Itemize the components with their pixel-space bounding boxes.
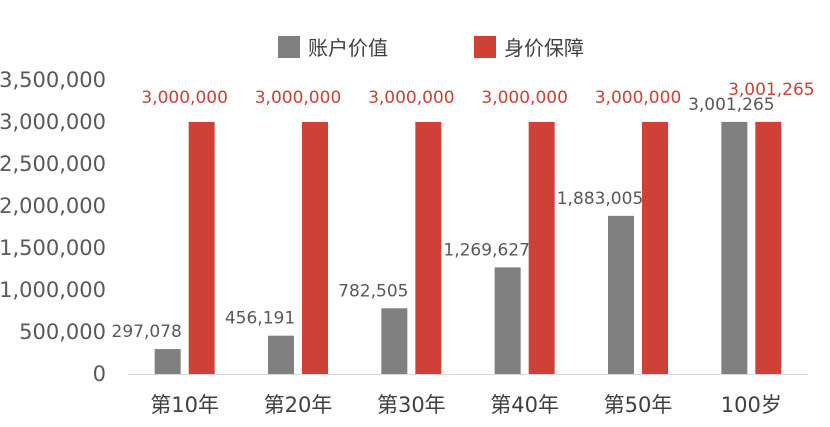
x-tick-label: 第50年 bbox=[604, 393, 673, 417]
bar-account-value-2 bbox=[381, 308, 408, 374]
data-label-protection-1: 3,000,000 bbox=[255, 88, 342, 108]
legend-swatch-0 bbox=[278, 36, 300, 58]
legend-label-0: 账户价值 bbox=[308, 36, 388, 60]
bar-account-value-3 bbox=[494, 267, 521, 374]
y-tick-label: 1,500,000 bbox=[0, 236, 106, 260]
bar-account-value-0 bbox=[154, 349, 181, 374]
x-tick-label: 第20年 bbox=[264, 393, 333, 417]
x-tick-label: 第10年 bbox=[150, 393, 219, 417]
bar-account-value-1 bbox=[268, 335, 294, 374]
bar-protection-3 bbox=[528, 122, 555, 374]
x-tick-label: 100岁 bbox=[721, 393, 782, 417]
y-tick-label: 500,000 bbox=[19, 320, 106, 344]
bar-protection-4 bbox=[642, 122, 668, 374]
bar-protection-2 bbox=[415, 122, 442, 374]
data-label-account-value-0: 297,078 bbox=[112, 322, 182, 342]
data-label-account-value-2: 782,505 bbox=[338, 281, 408, 301]
data-label-protection-2: 3,000,000 bbox=[368, 88, 455, 108]
data-label-account-value-1: 456,191 bbox=[225, 309, 295, 329]
legend: 账户价值 身价保障 bbox=[278, 36, 584, 60]
data-label-account-value-5: 3,001,265 bbox=[688, 95, 775, 115]
bar-protection-5 bbox=[755, 121, 782, 374]
y-tick-label: 2,000,000 bbox=[0, 194, 106, 218]
bar-protection-0 bbox=[188, 122, 215, 374]
bar-account-value-4 bbox=[608, 215, 634, 374]
y-tick-label: 3,000,000 bbox=[0, 110, 106, 134]
y-tick-label: 0 bbox=[93, 362, 106, 386]
data-label-protection-4: 3,000,000 bbox=[595, 88, 682, 108]
y-tick-label: 1,000,000 bbox=[0, 278, 106, 302]
y-axis: 0 500,000 1,000,000 1,500,000 2,000,000 2,500… bbox=[0, 68, 106, 386]
data-label-protection-5: 3,001,265 bbox=[728, 80, 815, 100]
data-label-account-value-3: 1,269,627 bbox=[443, 240, 530, 260]
data-label-protection-0: 3,000,000 bbox=[141, 88, 228, 108]
legend-swatch-1 bbox=[474, 36, 496, 58]
x-axis: 第10年 第20年 第30年 第40年 第50年 100岁 bbox=[128, 374, 808, 417]
data-label-protection-3: 3,000,000 bbox=[481, 88, 568, 108]
bars bbox=[154, 121, 782, 374]
y-tick-label: 3,500,000 bbox=[0, 68, 106, 92]
x-tick-label: 第30年 bbox=[377, 393, 446, 417]
bar-account-value-5 bbox=[721, 121, 748, 374]
data-labels: 297,078 3,000,000 456,191 3,000,000 782,505 3… bbox=[112, 80, 815, 342]
y-tick-label: 2,500,000 bbox=[0, 152, 106, 176]
legend-label-1: 身价保障 bbox=[504, 36, 584, 60]
data-label-account-value-4: 1,883,005 bbox=[557, 189, 644, 209]
x-tick-label: 第40年 bbox=[490, 393, 559, 417]
bar-protection-1 bbox=[302, 122, 328, 374]
